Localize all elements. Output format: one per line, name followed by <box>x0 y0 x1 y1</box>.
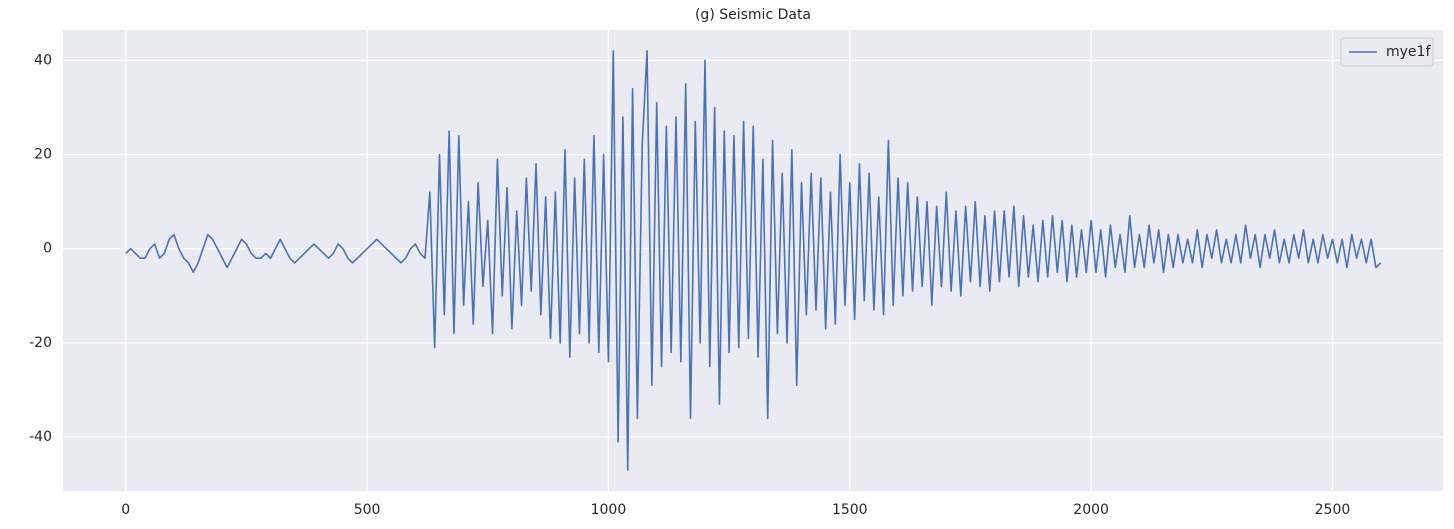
y-tick-label: -40 <box>29 429 52 445</box>
x-tick-label: 500 <box>354 502 381 518</box>
y-tick-label: -20 <box>29 335 52 351</box>
y-tick-label: 40 <box>34 52 52 68</box>
y-tick-label: 0 <box>43 241 52 257</box>
legend-label: mye1f <box>1386 44 1431 60</box>
x-tick-label: 1500 <box>832 502 868 518</box>
plot-area <box>63 30 1443 491</box>
x-tick-label: 0 <box>121 502 130 518</box>
chart-title: (g) Seismic Data <box>695 7 811 23</box>
x-tick-label: 2500 <box>1315 502 1351 518</box>
x-tick-label: 1000 <box>591 502 627 518</box>
y-tick-label: 20 <box>34 147 52 163</box>
series-line <box>125 50 1382 471</box>
x-tick-label: 2000 <box>1073 502 1109 518</box>
legend-box <box>1340 37 1434 67</box>
